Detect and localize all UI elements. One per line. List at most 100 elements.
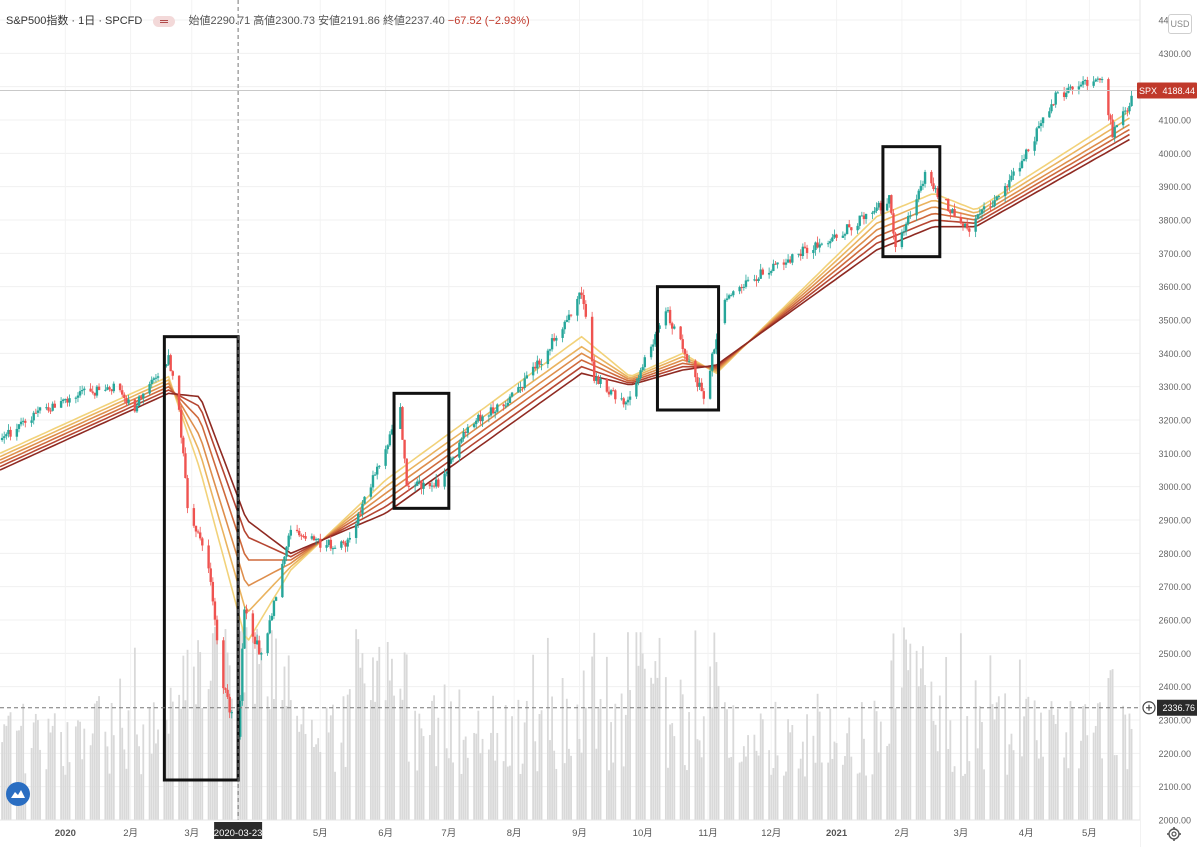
volume-bar [593,632,596,820]
y-tick-label: 2600.00 [1158,616,1191,626]
candle-body [481,416,484,422]
candle-body [1111,119,1114,138]
candle-body [982,206,986,210]
candle-body [76,395,80,398]
volume-bar [37,720,39,820]
candle-body [519,386,522,388]
gear-icon[interactable] [1166,826,1182,842]
candle-body [312,536,316,541]
volume-bar [464,736,467,820]
candle-body [877,202,880,208]
volume-bar [106,746,109,820]
candle-body [894,233,897,248]
candle-body [17,424,21,429]
candle-body [502,404,505,407]
volume-bar [199,652,202,820]
volume-bar [922,646,924,820]
candle-body [504,405,507,407]
candle-body [784,262,788,265]
symbol-label[interactable]: S&P500指数 · 1日 · SPCFD [6,15,143,27]
volume-bar [1092,732,1095,820]
volume-bar [976,748,979,820]
candle-body [799,253,802,256]
candle-body [413,485,417,487]
candle-body [243,609,246,649]
volume-bar [91,733,94,820]
candle-body [93,392,97,396]
candle-body [772,263,775,272]
volume-bar [683,765,686,820]
volume-bar [730,756,733,820]
volume-bar [652,683,655,820]
candle-body [1056,92,1060,94]
volume-bar [51,725,54,820]
volume-bar [344,766,347,820]
candle-body [521,386,524,388]
volume-bar [818,711,821,820]
volume-bar [949,720,952,820]
candle-body [1077,86,1081,90]
candle-body [993,200,996,207]
volume-bar [327,732,330,820]
candle-body [9,429,12,437]
candle-body [97,386,101,391]
candle-body [177,375,181,410]
volume-bar [595,748,598,820]
volume-bar [738,762,741,820]
volume-bar [369,700,372,820]
candle-body [637,377,640,383]
y-tick-label: 3200.00 [1158,416,1191,426]
candle-body [222,640,225,689]
volume-bar [995,702,998,820]
candle-body [921,183,925,186]
eye-toggle-icon[interactable] [153,15,176,27]
candle-body [552,338,556,341]
candle-body [980,209,984,214]
volume-bar [152,702,155,820]
volume-bar [1050,701,1053,820]
volume-bar [757,755,760,820]
candle-body [833,234,836,238]
volume-bar [536,771,539,820]
candle-body [89,388,92,392]
candle-body [1084,80,1087,82]
volume-bar [214,626,216,820]
volume-bar [742,746,745,820]
volume-bar [283,666,286,820]
candle-body [679,326,682,340]
volume-bar [195,704,197,820]
candle-body [517,387,520,393]
candle-body [78,391,82,396]
candle-body [860,215,864,217]
volume-bar [1124,714,1127,820]
volume-bar [313,747,315,820]
y-tick-label: 2100.00 [1158,782,1191,792]
candle-body [49,410,52,412]
volume-bar [776,755,779,820]
tradingview-logo-icon[interactable] [6,782,30,806]
volume-bar [266,696,269,820]
x-tick-label: 5月 [313,828,328,839]
currency-badge[interactable]: USD [1168,14,1192,34]
candle-body [207,545,210,569]
candle-body [548,349,552,351]
candle-body [951,209,954,214]
volume-bar [521,763,524,820]
volume-bar [696,739,699,820]
volume-bar [614,703,617,820]
volume-bar [612,762,615,820]
volume-bar [981,722,983,820]
candle-body [1069,86,1072,88]
last-price-badge-bg [1137,82,1197,99]
candle-body [605,378,609,392]
candle-body [565,320,569,322]
candle-body [359,513,362,515]
volume-bar [431,700,433,820]
candle-body [534,366,537,369]
volume-bar [302,706,305,820]
chart-header: S&P500指数 · 1日 · SPCFD 始値2290.71 高値2300.7… [6,12,530,28]
candle-body [479,414,482,422]
candle-body [451,457,455,460]
candle-body [1003,186,1007,197]
